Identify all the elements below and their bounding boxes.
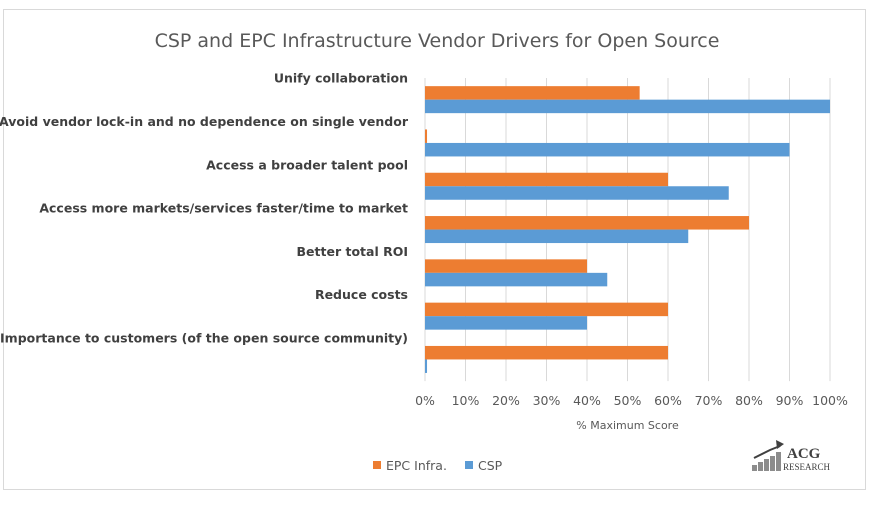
x-tick-labels: 0% 10% 20% 30% 40% 50% 60% 70% 80% 90% 100% bbox=[415, 393, 848, 408]
bar-csp bbox=[425, 186, 729, 200]
legend: EPC Infra. CSP bbox=[373, 458, 503, 473]
category-label: Reduce costs bbox=[315, 287, 408, 302]
bar-csp bbox=[425, 142, 790, 157]
bars bbox=[425, 86, 830, 373]
category-label: Better total ROI bbox=[297, 244, 408, 259]
x-tick-label: 0% bbox=[415, 393, 435, 408]
bar-csp bbox=[425, 359, 428, 373]
logo-arrowhead-icon bbox=[776, 440, 784, 449]
logo-bar bbox=[752, 465, 757, 471]
category-label: Access a broader talent pool bbox=[206, 157, 408, 172]
logo-bar bbox=[758, 462, 763, 471]
logo-bar bbox=[776, 452, 781, 471]
x-tick-label: 30% bbox=[533, 393, 561, 408]
x-tick-label: 60% bbox=[654, 393, 682, 408]
legend-swatch bbox=[373, 461, 381, 469]
category-label: Access more markets/services faster/time… bbox=[39, 201, 408, 216]
category-labels: Unify collaboration Avoid vendor lock-in … bbox=[0, 71, 409, 346]
x-tick-label: 100% bbox=[812, 393, 848, 408]
x-tick-label: 70% bbox=[695, 393, 723, 408]
chart-title: CSP and EPC Infrastructure Vendor Driver… bbox=[154, 30, 720, 52]
category-label: Importance to customers (of the open sou… bbox=[0, 330, 408, 345]
bar-epc-infra bbox=[425, 345, 668, 360]
x-tick-label: 10% bbox=[452, 393, 480, 408]
legend-swatch bbox=[465, 461, 473, 469]
bar-csp bbox=[425, 272, 608, 287]
x-tick-label: 90% bbox=[776, 393, 804, 408]
logo-text-research: RESEARCH bbox=[783, 462, 831, 472]
bar-epc-infra bbox=[425, 86, 640, 100]
bar-epc-infra bbox=[425, 302, 668, 317]
x-axis-title: % Maximum Score bbox=[576, 419, 679, 432]
category-label: Unify collaboration bbox=[274, 71, 408, 86]
x-tick-label: 40% bbox=[573, 393, 601, 408]
x-tick-label: 50% bbox=[614, 393, 642, 408]
bar-csp bbox=[425, 229, 689, 244]
bar-csp bbox=[425, 99, 830, 114]
category-label: Avoid vendor lock-in and no dependence o… bbox=[0, 114, 409, 129]
logo-bar bbox=[770, 456, 775, 471]
logo-arrow-icon bbox=[753, 445, 781, 459]
bar-epc-infra bbox=[425, 259, 587, 273]
legend-label: EPC Infra. bbox=[386, 458, 447, 473]
bar-epc-infra bbox=[425, 172, 668, 187]
bar-csp bbox=[425, 316, 587, 330]
legend-label: CSP bbox=[478, 458, 503, 473]
bar-epc-infra bbox=[425, 216, 749, 230]
x-tick-label: 20% bbox=[492, 393, 520, 408]
bar-epc-infra bbox=[425, 129, 428, 143]
x-tick-label: 80% bbox=[735, 393, 763, 408]
logo-text-acg: ACG bbox=[787, 446, 821, 462]
logo-bar bbox=[764, 459, 769, 471]
